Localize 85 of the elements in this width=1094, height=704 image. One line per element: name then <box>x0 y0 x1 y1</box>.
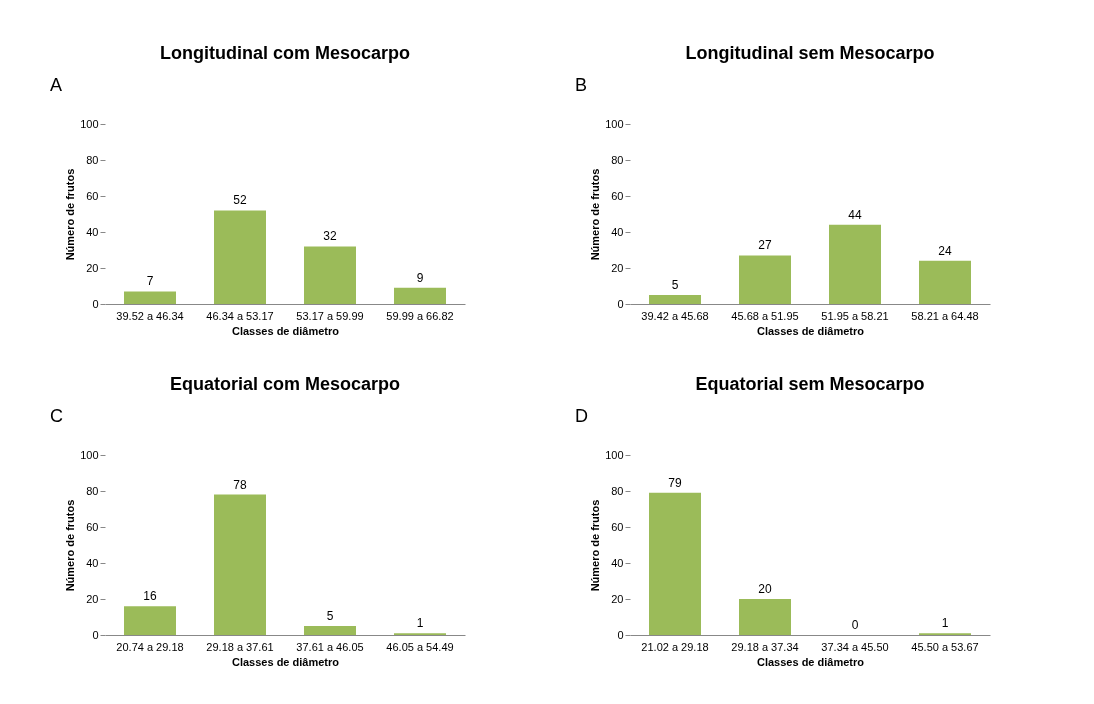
data-label: 5 <box>326 609 334 623</box>
y-tick-label: 80 <box>86 153 99 166</box>
bar <box>124 291 176 304</box>
bar <box>829 224 881 304</box>
chart-title: Longitudinal sem Mesocarpo <box>685 43 935 63</box>
y-tick-label: 40 <box>611 225 624 238</box>
x-tick-label: 21.02 a 29.18 <box>641 640 709 653</box>
data-label: 1 <box>416 616 424 631</box>
data-label: 24 <box>938 243 952 258</box>
bar <box>214 494 266 635</box>
y-tick-label: 60 <box>611 189 624 202</box>
x-tick-label: 39.42 a 45.68 <box>641 309 709 322</box>
y-axis-title: Número de frutos <box>64 168 77 261</box>
text: A <box>50 75 63 95</box>
x-tick-label: 53.17 a 59.99 <box>296 309 364 322</box>
x-tick-label: 59.99 a 66.82 <box>386 309 454 322</box>
text: C <box>50 406 63 426</box>
data-label: 44 <box>848 207 862 222</box>
y-tick-label: 0 <box>617 297 624 310</box>
data-label: 1 <box>941 616 949 631</box>
y-tick-label: 0 <box>92 297 99 310</box>
x-tick-label: 45.68 a 51.95 <box>731 309 799 322</box>
x-tick-label: 29.18 a 37.34 <box>731 640 799 653</box>
x-tick-label: 39.52 a 46.34 <box>116 309 184 322</box>
y-tick-label: 40 <box>86 556 99 569</box>
x-axis-title: Classes de diâmetro <box>232 655 340 668</box>
bar <box>304 626 356 635</box>
data-label: 78 <box>233 477 247 492</box>
bar <box>919 260 971 304</box>
bar <box>214 210 266 304</box>
y-tick-label: 60 <box>86 189 99 202</box>
x-tick-label: 29.18 a 37.61 <box>206 640 274 653</box>
x-axis-title: Classes de diâmetro <box>757 324 865 337</box>
x-axis-title: Classes de diâmetro <box>757 655 865 668</box>
y-tick-label: 80 <box>86 484 99 497</box>
x-axis-title: Classes de diâmetro <box>232 324 340 337</box>
x-tick-label: 46.05 a 54.49 <box>386 640 454 653</box>
y-tick-label: 100 <box>605 117 624 130</box>
y-tick-label: 20 <box>611 261 624 274</box>
y-tick-label: 100 <box>605 448 624 461</box>
y-tick-label: 0 <box>92 628 99 641</box>
x-tick-label: 37.61 a 46.05 <box>296 640 364 653</box>
y-tick-label: 40 <box>86 225 99 238</box>
y-tick-label: 40 <box>611 556 624 569</box>
x-tick-label: 45.50 a 53.67 <box>911 640 979 653</box>
data-label: 5 <box>671 278 679 292</box>
y-tick-label: 100 <box>80 448 99 461</box>
y-tick-label: 20 <box>86 261 99 274</box>
y-tick-label: 60 <box>611 520 624 533</box>
y-tick-label: 80 <box>611 484 624 497</box>
bar <box>649 295 701 304</box>
y-tick-label: 20 <box>86 592 99 605</box>
bar <box>739 255 791 304</box>
y-tick-label: 100 <box>80 117 99 130</box>
y-tick-label: 20 <box>611 592 624 605</box>
x-tick-label: 58.21 a 64.48 <box>911 309 979 322</box>
text: B <box>575 75 588 95</box>
data-label: 52 <box>233 193 247 208</box>
data-label: 16 <box>143 589 157 604</box>
data-label: 20 <box>758 582 772 596</box>
text: D <box>575 406 588 426</box>
x-tick-label: 51.95 a 58.21 <box>821 309 889 322</box>
data-label: 79 <box>668 475 682 490</box>
data-label: 27 <box>758 238 772 253</box>
x-tick-label: 46.34 a 53.17 <box>206 309 274 322</box>
data-label: 9 <box>416 270 424 285</box>
bar <box>304 246 356 304</box>
x-tick-label: 37.34 a 45.50 <box>821 640 889 653</box>
x-tick-label: 20.74 a 29.18 <box>116 640 184 653</box>
y-tick-label: 80 <box>611 153 624 166</box>
chart-title: Equatorial com Mesocarpo <box>169 374 401 394</box>
y-tick-label: 60 <box>86 520 99 533</box>
data-label: 32 <box>323 229 337 244</box>
data-label: 7 <box>146 274 154 289</box>
chart-title: Longitudinal com Mesocarpo <box>159 43 411 63</box>
y-axis-title: Número de frutos <box>589 499 602 592</box>
y-axis-title: Número de frutos <box>589 168 602 261</box>
chart-title: Equatorial sem Mesocarpo <box>695 374 925 394</box>
data-label: 0 <box>851 618 859 632</box>
bar <box>124 606 176 635</box>
bar <box>739 599 791 635</box>
y-tick-label: 0 <box>617 628 624 641</box>
bar <box>394 287 446 304</box>
bar <box>649 492 701 635</box>
y-axis-title: Número de frutos <box>64 499 77 592</box>
